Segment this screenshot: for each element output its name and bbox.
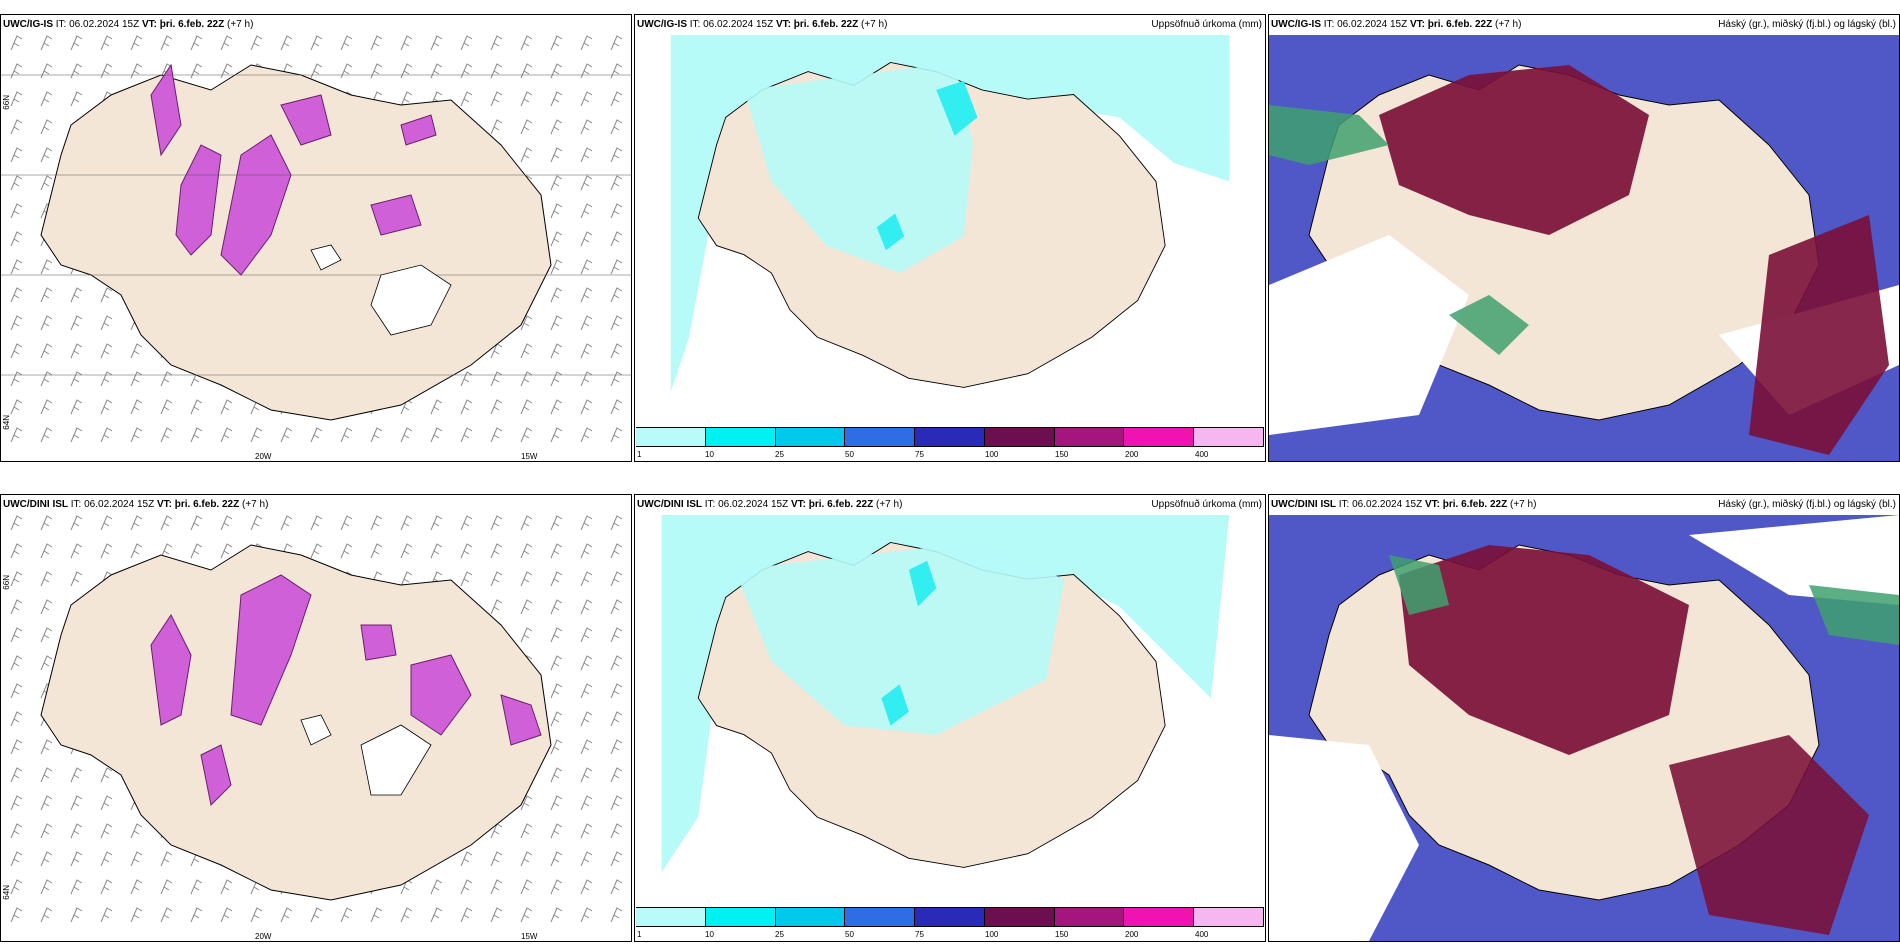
panel-precip-top: UWC/IG-IS IT: 06.02.2024 15Z VT: þri. 6.…	[634, 14, 1266, 462]
precip-heavy	[876, 213, 905, 251]
colorbar-tick: 200	[1125, 450, 1139, 459]
colorbar-tick: 50	[845, 450, 854, 459]
colorbar-swatch	[1054, 908, 1125, 926]
panel-header: UWC/IG-IS IT: 06.02.2024 15Z VT: þri. 6.…	[1271, 19, 1522, 30]
colorbar-swatch	[1194, 908, 1265, 926]
colorbar-tick: 200	[1125, 930, 1139, 939]
colorbar-swatch	[636, 428, 706, 446]
clear-sky	[1269, 735, 1419, 941]
colorbar	[636, 907, 1265, 927]
precip-title: Uppsöfnuð úrkoma (mm)	[1151, 19, 1262, 30]
clear-sky	[1269, 235, 1469, 435]
precip-over-land	[734, 542, 1065, 735]
precip-heavy	[881, 684, 909, 726]
cloud-low-layer	[1449, 295, 1529, 355]
colorbar-swatch	[775, 908, 846, 926]
panel-cloud-bottom: UWC/DINI ISL IT: 06.02.2024 15Z VT: þri.…	[1268, 494, 1900, 942]
cloud-map	[1269, 515, 1899, 941]
cloud-high-layer	[1669, 735, 1869, 935]
colorbar-swatch	[845, 428, 916, 446]
cloud-title: Háský (gr.), miðský (fj.bl.) og lágský (…	[1718, 19, 1896, 30]
colorbar-swatch	[915, 428, 985, 446]
precip-heavy	[908, 560, 937, 607]
wind-snow-map	[10, 515, 623, 923]
colorbar-tick: 50	[845, 930, 854, 939]
panel-wind-top: UWC/IG-IS IT: 06.02.2024 15Z VT: þri. 6.…	[0, 14, 632, 462]
wind-snow-map	[1, 35, 631, 443]
colorbar-tick: 10	[705, 930, 714, 939]
colorbar-tick: 400	[1195, 930, 1209, 939]
cloud-low-layer	[1809, 585, 1899, 645]
colorbar-tick: 25	[775, 930, 784, 939]
precip-heavy	[936, 80, 978, 136]
panel-header: UWC/DINI ISL IT: 06.02.2024 15Z VT: þri.…	[1271, 499, 1537, 510]
clear-sky	[1689, 515, 1899, 605]
precip-over-land	[744, 62, 973, 274]
colorbar-swatch	[1054, 428, 1125, 446]
colorbar-tick: 75	[915, 450, 924, 459]
panel-header: UWC/DINI ISL IT: 06.02.2024 15Z VT: þri.…	[3, 499, 269, 510]
colorbar-tick: 100	[985, 930, 999, 939]
colorbar-tick: 150	[1055, 450, 1069, 459]
colorbar-swatch	[636, 908, 706, 926]
colorbar-tick: 1	[637, 930, 642, 939]
colorbar-tick: 75	[915, 930, 924, 939]
colorbar-swatch	[1124, 908, 1195, 926]
colorbar-tick: 25	[775, 450, 784, 459]
lon-label: 20W	[255, 452, 272, 461]
panel-precip-bottom: UWC/DINI ISL IT: 06.02.2024 15Z VT: þri.…	[634, 494, 1266, 942]
colorbar-tick: 1	[637, 450, 642, 459]
colorbar-swatch	[775, 428, 846, 446]
panel-header: UWC/IG-IS IT: 06.02.2024 15Z VT: þri. 6.…	[637, 19, 888, 30]
lat-label: 66N	[2, 95, 11, 110]
colorbar-swatch	[705, 908, 776, 926]
panel-header: UWC/IG-IS IT: 06.02.2024 15Z VT: þri. 6.…	[3, 19, 254, 30]
colorbar-swatch	[1124, 428, 1195, 446]
cloud-high-layer	[1749, 215, 1889, 455]
colorbar-swatch	[845, 908, 916, 926]
lat-label: 64N	[2, 415, 11, 430]
colorbar-swatch	[705, 428, 776, 446]
colorbar-swatch	[984, 428, 1055, 446]
lat-label: 64N	[2, 885, 11, 900]
colorbar-swatch	[915, 908, 985, 926]
colorbar-swatch	[1194, 428, 1265, 446]
lon-label: 15W	[521, 452, 538, 461]
lon-label: 15W	[521, 932, 538, 941]
precip-map	[661, 515, 1230, 873]
cloud-map	[1269, 35, 1899, 461]
precip-map	[670, 35, 1230, 393]
cloud-title: Háský (gr.), miðský (fj.bl.) og lágský (…	[1718, 499, 1896, 510]
precip-title: Uppsöfnuð úrkoma (mm)	[1151, 499, 1262, 510]
cloud-low-layer	[1389, 555, 1449, 615]
colorbar-tick: 400	[1195, 450, 1209, 459]
panel-wind-bottom: UWC/DINI ISL IT: 06.02.2024 15Z VT: þri.…	[0, 494, 632, 942]
colorbar-swatch	[984, 908, 1055, 926]
cloud-low-layer	[1269, 105, 1389, 165]
colorbar-tick: 100	[985, 450, 999, 459]
lon-label: 20W	[255, 932, 272, 941]
iceland-land	[40, 64, 552, 421]
colorbar	[636, 427, 1265, 447]
cloud-high-layer	[1379, 65, 1649, 235]
panel-header: UWC/DINI ISL IT: 06.02.2024 15Z VT: þri.…	[637, 499, 903, 510]
panel-cloud-top: UWC/IG-IS IT: 06.02.2024 15Z VT: þri. 6.…	[1268, 14, 1900, 462]
lat-label: 66N	[2, 575, 11, 590]
colorbar-tick: 150	[1055, 930, 1069, 939]
cloud-high-layer	[1399, 545, 1689, 755]
colorbar-tick: 10	[705, 450, 714, 459]
